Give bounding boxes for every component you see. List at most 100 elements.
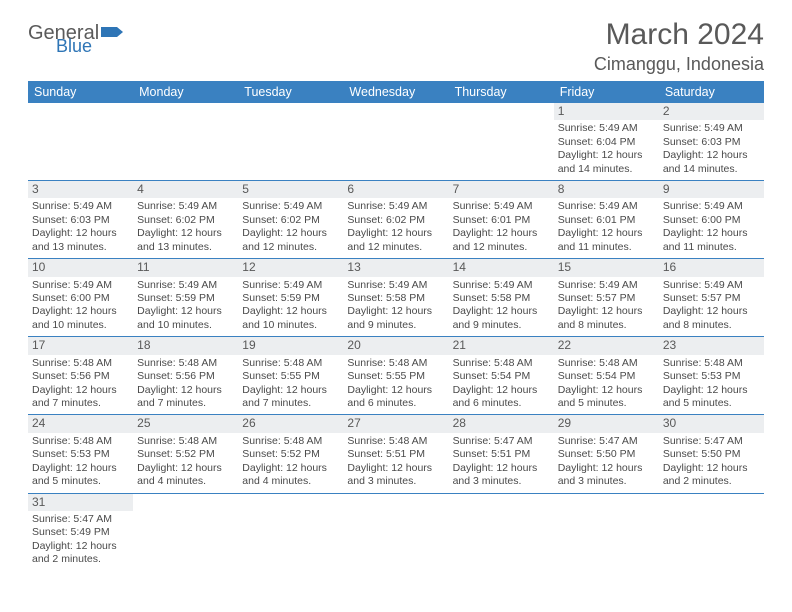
sunrise-line: Sunrise: 5:48 AM <box>453 357 550 370</box>
day-number: 10 <box>28 259 133 276</box>
day-number: 30 <box>659 415 764 432</box>
day-cell: 21 Sunrise: 5:48 AMSunset: 5:54 PMDayligh… <box>449 337 554 415</box>
week-row: 3 Sunrise: 5:49 AM Sunset: 6:03 PM Daylight… <box>28 181 764 259</box>
daylight-line: Daylight: 12 hours and 13 minutes. <box>137 227 234 254</box>
sunset-line: Sunset: 5:54 PM <box>453 370 550 383</box>
sunset-line: Sunset: 6:02 PM <box>242 214 339 227</box>
blank-cell <box>238 103 343 181</box>
sunset-line: Sunset: 6:03 PM <box>32 214 129 227</box>
month-title: March 2024 <box>594 18 764 52</box>
day-cell: 11 Sunrise: 5:49 AMSunset: 5:59 PMDayligh… <box>133 259 238 337</box>
blank-cell <box>343 493 448 571</box>
sunset-line: Sunset: 5:58 PM <box>453 292 550 305</box>
sunset-line: Sunset: 5:51 PM <box>347 448 444 461</box>
day-cell: 10Sunrise: 5:49 AMSunset: 6:00 PMDayligh… <box>28 259 133 337</box>
day-number: 3 <box>28 181 133 198</box>
sunrise-line: Sunrise: 5:49 AM <box>347 200 444 213</box>
day-cell: 31Sunrise: 5:47 AMSunset: 5:49 PMDayligh… <box>28 493 133 571</box>
sunset-line: Sunset: 5:52 PM <box>242 448 339 461</box>
sunrise-line: Sunrise: 5:48 AM <box>242 435 339 448</box>
daylight-line: Daylight: 12 hours and 5 minutes. <box>558 384 655 411</box>
day-number: 25 <box>133 415 238 432</box>
daylight-line: Daylight: 12 hours and 4 minutes. <box>137 462 234 489</box>
day-number: 15 <box>554 259 659 276</box>
day-number: 16 <box>659 259 764 276</box>
day-cell: 24Sunrise: 5:48 AMSunset: 5:53 PMDayligh… <box>28 415 133 493</box>
daylight-line: Daylight: 12 hours and 2 minutes. <box>32 540 129 567</box>
daylight-line: Daylight: 12 hours and 10 minutes. <box>32 305 129 332</box>
day-number: 12 <box>238 259 343 276</box>
sunrise-line: Sunrise: 5:49 AM <box>558 279 655 292</box>
sunset-line: Sunset: 5:59 PM <box>137 292 234 305</box>
day-number: 14 <box>449 259 554 276</box>
week-row: 10Sunrise: 5:49 AMSunset: 6:00 PMDayligh… <box>28 259 764 337</box>
day-cell: 4Sunrise: 5:49 AMSunset: 6:02 PMDaylight… <box>133 181 238 259</box>
daylight-line: Daylight: 12 hours and 14 minutes. <box>663 149 760 176</box>
sunrise-line: Sunrise: 5:49 AM <box>242 279 339 292</box>
location: Cimanggu, Indonesia <box>594 54 764 75</box>
day-cell: 8Sunrise: 5:49 AMSunset: 6:01 PMDaylight… <box>554 181 659 259</box>
day-number: 13 <box>343 259 448 276</box>
logo: General Blue <box>28 24 123 54</box>
sunset-line: Sunset: 6:03 PM <box>663 136 760 149</box>
blank-cell <box>133 103 238 181</box>
day-cell: 26Sunrise: 5:48 AMSunset: 5:52 PMDayligh… <box>238 415 343 493</box>
sunrise-line: Sunrise: 5:49 AM <box>663 122 760 135</box>
day-cell: 22Sunrise: 5:48 AMSunset: 5:54 PMDayligh… <box>554 337 659 415</box>
day-number: 21 <box>449 337 554 354</box>
day-cell: 30Sunrise: 5:47 AMSunset: 5:50 PMDayligh… <box>659 415 764 493</box>
day-number: 7 <box>449 181 554 198</box>
sunrise-line: Sunrise: 5:49 AM <box>137 279 234 292</box>
day-number: 22 <box>554 337 659 354</box>
sunrise-line: Sunrise: 5:48 AM <box>137 435 234 448</box>
day-cell: 17Sunrise: 5:48 AMSunset: 5:56 PMDayligh… <box>28 337 133 415</box>
daylight-line: Daylight: 12 hours and 7 minutes. <box>32 384 129 411</box>
daylight-line: Daylight: 12 hours and 3 minutes. <box>558 462 655 489</box>
sunset-line: Sunset: 6:04 PM <box>558 136 655 149</box>
logo-flag-icon <box>101 25 123 39</box>
daylight-line: Daylight: 12 hours and 12 minutes. <box>242 227 339 254</box>
daylight-line: Daylight: 12 hours and 6 minutes. <box>347 384 444 411</box>
dow-header: Wednesday <box>343 81 448 103</box>
daylight-line: Daylight: 12 hours and 9 minutes. <box>453 305 550 332</box>
day-cell: 14Sunrise: 5:49 AMSunset: 5:58 PMDayligh… <box>449 259 554 337</box>
day-number: 6 <box>343 181 448 198</box>
day-number: 11 <box>133 259 238 276</box>
sunrise-line: Sunrise: 5:49 AM <box>663 200 760 213</box>
sunrise-line: Sunrise: 5:48 AM <box>347 435 444 448</box>
sunrise-line: Sunrise: 5:49 AM <box>32 279 129 292</box>
blank-cell <box>343 103 448 181</box>
sunrise-line: Sunrise: 5:47 AM <box>663 435 760 448</box>
blank-cell <box>659 493 764 571</box>
sunrise-line: Sunrise: 5:48 AM <box>32 435 129 448</box>
sunrise-line: Sunrise: 5:49 AM <box>558 200 655 213</box>
calendar-table: SundayMondayTuesdayWednesdayThursdayFrid… <box>28 81 764 571</box>
daylight-line: Daylight: 12 hours and 7 minutes. <box>137 384 234 411</box>
daylight-line: Daylight: 12 hours and 9 minutes. <box>347 305 444 332</box>
day-cell: 7Sunrise: 5:49 AMSunset: 6:01 PMDaylight… <box>449 181 554 259</box>
daylight-line: Daylight: 12 hours and 5 minutes. <box>663 384 760 411</box>
dow-header: Monday <box>133 81 238 103</box>
day-cell: 29Sunrise: 5:47 AMSunset: 5:50 PMDayligh… <box>554 415 659 493</box>
day-cell: 9Sunrise: 5:49 AMSunset: 6:00 PMDaylight… <box>659 181 764 259</box>
daylight-line: Daylight: 12 hours and 6 minutes. <box>453 384 550 411</box>
calendar-body: 1Sunrise: 5:49 AMSunset: 6:04 PMDaylight… <box>28 103 764 571</box>
daylight-line: Daylight: 12 hours and 12 minutes. <box>453 227 550 254</box>
blank-cell <box>449 103 554 181</box>
header: General Blue March 2024 Cimanggu, Indone… <box>28 18 764 75</box>
daylight-line: Daylight: 12 hours and 10 minutes. <box>137 305 234 332</box>
sunset-line: Sunset: 5:53 PM <box>32 448 129 461</box>
daylight-line: Daylight: 12 hours and 10 minutes. <box>242 305 339 332</box>
day-cell: 23Sunrise: 5:48 AMSunset: 5:53 PMDayligh… <box>659 337 764 415</box>
sunrise-line: Sunrise: 5:47 AM <box>558 435 655 448</box>
sunset-line: Sunset: 6:01 PM <box>558 214 655 227</box>
daylight-line: Daylight: 12 hours and 7 minutes. <box>242 384 339 411</box>
sunset-line: Sunset: 5:59 PM <box>242 292 339 305</box>
sunrise-line: Sunrise: 5:49 AM <box>347 279 444 292</box>
blank-cell <box>238 493 343 571</box>
sunrise-line: Sunrise: 5:48 AM <box>137 357 234 370</box>
day-cell: 27Sunrise: 5:48 AMSunset: 5:51 PMDayligh… <box>343 415 448 493</box>
dow-header: Thursday <box>449 81 554 103</box>
week-row: 24Sunrise: 5:48 AMSunset: 5:53 PMDayligh… <box>28 415 764 493</box>
sunset-line: Sunset: 5:50 PM <box>663 448 760 461</box>
